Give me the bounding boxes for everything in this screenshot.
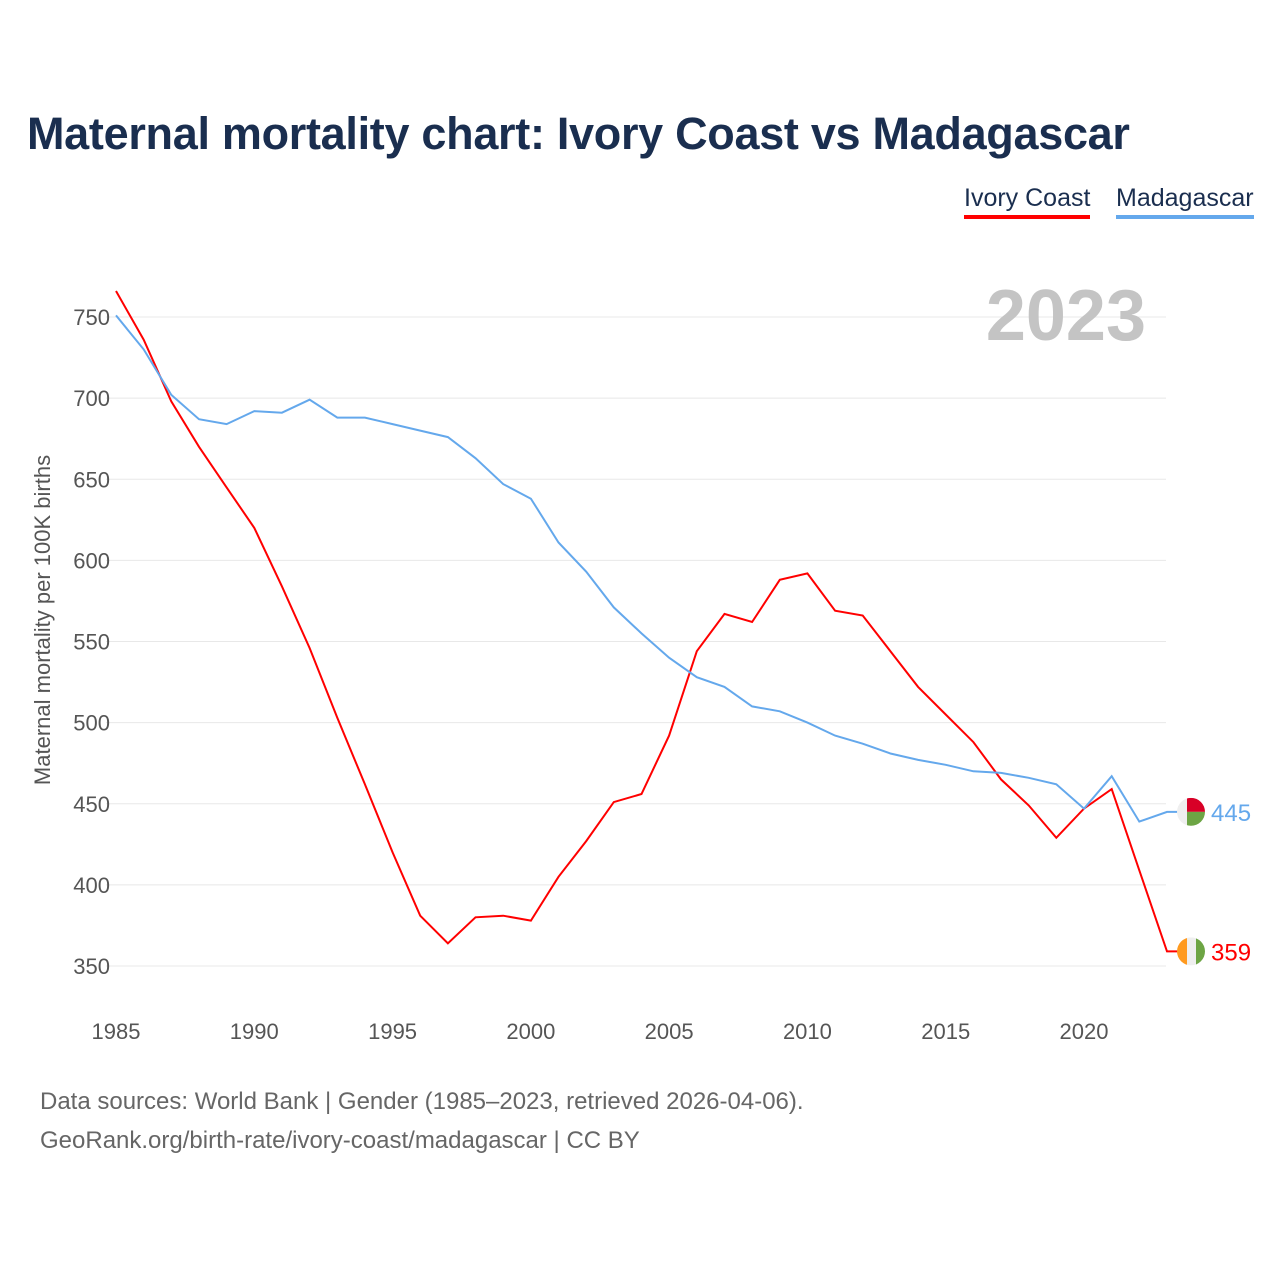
y-tick-label: 600: [73, 548, 110, 573]
footer-attribution: GeoRank.org/birth-rate/ivory-coast/madag…: [40, 1127, 640, 1154]
y-axis-label: Maternal mortality per 100K births: [30, 455, 55, 785]
chart-title: Maternal mortality chart: Ivory Coast vs…: [27, 108, 1130, 159]
y-tick-label: 350: [73, 954, 110, 979]
legend-item-ivory-coast[interactable]: Ivory Coast: [964, 184, 1091, 219]
x-tick-label: 1985: [92, 1019, 141, 1044]
line-chart: 350 400 450 500 550 600 650 700 750 1985 1990 1995 2…: [30, 276, 1251, 1044]
series-line-ivory-coast: [115, 290, 1180, 953]
y-tick-label: 550: [73, 630, 110, 655]
x-tick-label: 1990: [230, 1019, 279, 1044]
x-tick-label: 2015: [921, 1019, 970, 1044]
x-tick-label: 2020: [1060, 1019, 1109, 1044]
x-tick-label: 2000: [506, 1019, 555, 1044]
y-tick-label: 650: [73, 467, 110, 492]
flag-ivory-coast-icon: [1177, 937, 1205, 966]
series-line-madagascar: [115, 314, 1180, 823]
y-tick-label: 450: [73, 792, 110, 817]
y-tick-label: 400: [73, 873, 110, 898]
x-tick-label: 2010: [783, 1019, 832, 1044]
year-watermark: 2023: [986, 276, 1146, 356]
x-tick-label: 1995: [368, 1019, 417, 1044]
end-marker: [1177, 937, 1205, 966]
end-value-label: 445: [1211, 800, 1251, 827]
flag-stripe: [1177, 937, 1187, 966]
flag-madagascar-icon: [1177, 797, 1205, 826]
flag-stripe: [1187, 811, 1205, 826]
x-tick-label: 2005: [645, 1019, 694, 1044]
flag-stripe: [1177, 797, 1187, 826]
footer-sources: Data sources: World Bank | Gender (1985–…: [40, 1088, 804, 1115]
flag-stripe: [1187, 797, 1205, 812]
flag-stripe: [1196, 937, 1205, 966]
end-value-label: 359: [1211, 939, 1251, 966]
y-tick-label: 750: [73, 305, 110, 330]
flag-stripe: [1187, 937, 1196, 966]
legend-item-madagascar[interactable]: Madagascar: [1116, 184, 1254, 219]
y-tick-label: 700: [73, 386, 110, 411]
y-tick-label: 500: [73, 711, 110, 736]
end-marker: [1177, 797, 1205, 826]
